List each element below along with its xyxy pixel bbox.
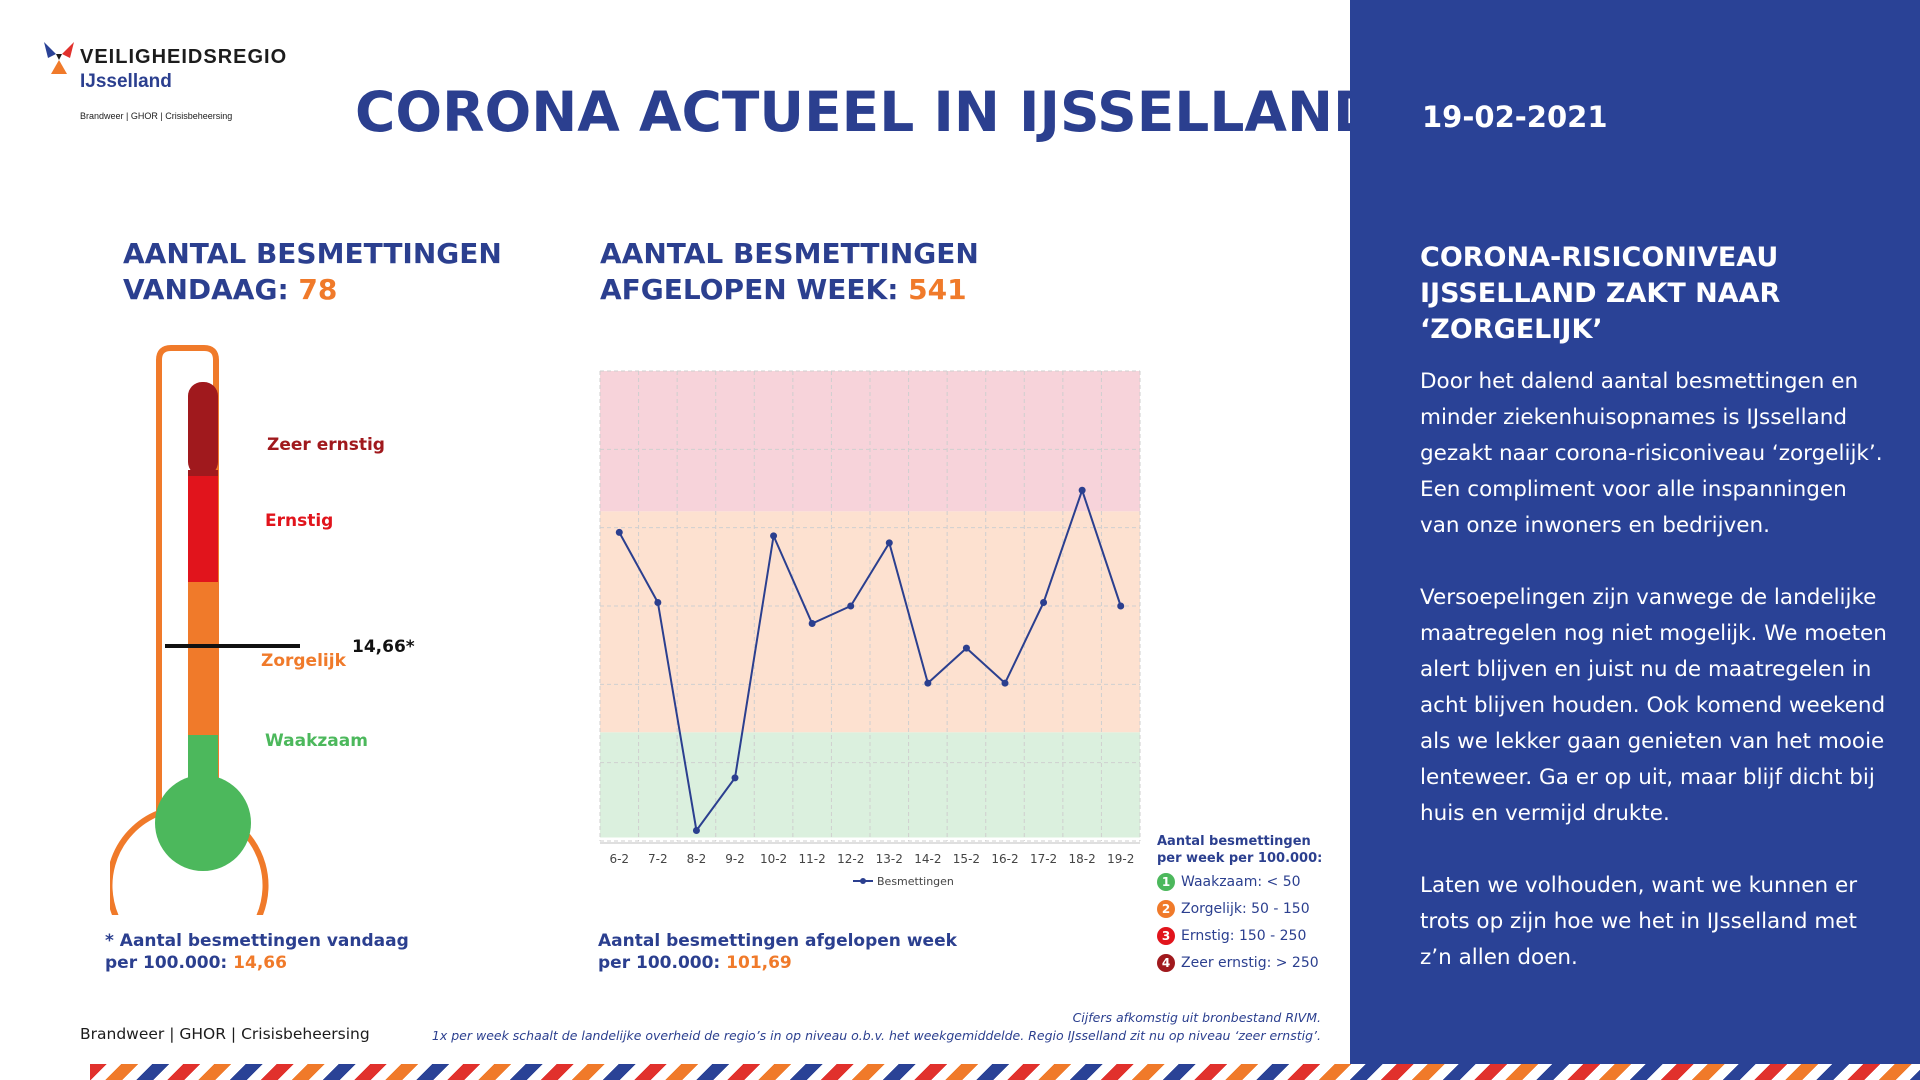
chart-legend-label: Besmettingen <box>877 875 954 888</box>
chart-point <box>924 679 932 687</box>
chart-x-tick-label: 11-2 <box>799 852 826 866</box>
footer-organisations: Brandweer | GHOR | Crisisbeheersing <box>80 1025 370 1043</box>
week-footnote-line2: per 100.000: 101,69 <box>598 952 957 974</box>
page-title: CORONA ACTUEEL IN IJSSELLAND <box>355 80 1379 144</box>
chart-point <box>1117 602 1125 610</box>
level-bar-zorgelijk <box>188 582 218 735</box>
chart-point <box>1040 598 1048 606</box>
today-heading: AANTAL BESMETTINGEN VANDAAG: 78 <box>123 236 502 308</box>
level-label-zorgelijk: Zorgelijk <box>261 651 346 671</box>
news-paragraph: Door het dalend aantal besmettingen en m… <box>1420 369 1883 538</box>
chart-x-tick-label: 7-2 <box>648 852 668 866</box>
legend-item-ernstig: 3 Ernstig: 150 - 250 <box>1157 927 1306 945</box>
chart-point <box>654 598 662 606</box>
chart-band <box>600 511 1140 733</box>
level-note: 1x per week schaalt de landelijke overhe… <box>431 1028 1321 1043</box>
level-bar-ernstig <box>188 476 218 582</box>
chart-point <box>885 539 893 547</box>
chart-point <box>615 528 623 536</box>
level-label-zeer-ernstig: Zeer ernstig <box>267 435 385 455</box>
source-note: Cijfers afkomstig uit bronbestand RIVM. <box>1072 1010 1321 1025</box>
week-heading-label: AFGELOPEN WEEK: <box>600 273 909 306</box>
legend-number-badge: 3 <box>1157 927 1175 945</box>
week-value: 541 <box>908 273 967 306</box>
logo-name: VEILIGHEIDSREGIO <box>80 46 288 68</box>
chart-point <box>1001 679 1009 687</box>
logo-region: IJsselland <box>80 71 172 92</box>
chart-point <box>962 644 970 652</box>
chart-point <box>731 774 739 782</box>
thermometer-bulb <box>155 775 251 871</box>
legend-number-badge: 1 <box>1157 873 1175 891</box>
legend-label: Ernstig: 150 - 250 <box>1181 928 1307 944</box>
legend-number-badge: 2 <box>1157 900 1175 918</box>
today-heading-label: VANDAAG: <box>123 273 299 306</box>
news-paragraph: Versoepelingen zijn vanwege de landelijk… <box>1420 585 1887 826</box>
logo-tagline: Brandweer | GHOR | Crisisbeheersing <box>80 111 233 121</box>
chart-x-tick-label: 6-2 <box>609 852 629 866</box>
today-footnote-line1: * Aantal besmettingen vandaag <box>105 931 409 951</box>
today-footnote-label: per 100.000: <box>105 953 234 973</box>
legend-label: Zorgelijk: 50 - 150 <box>1181 901 1310 917</box>
chart-x-tick-label: 16-2 <box>991 852 1018 866</box>
week-line-chart: 6-2 7-2 8-2 9-2 10-2 11-2 12-2 13-2 14-2 15-2 16-2… <box>599 370 1141 888</box>
today-marker-label: 14,66* <box>352 637 415 657</box>
legend-item-zorgelijk: 2 Zorgelijk: 50 - 150 <box>1157 900 1310 918</box>
week-footnote-line1: Aantal besmettingen afgelopen week <box>598 931 957 951</box>
week-footnote-value: 101,69 <box>726 953 792 973</box>
week-heading-line1: AANTAL BESMETTINGEN <box>600 237 979 270</box>
today-footnote: * Aantal besmettingen vandaag per 100.00… <box>105 930 409 974</box>
week-heading-line2: AFGELOPEN WEEK: 541 <box>600 272 979 308</box>
decorative-stripe-border <box>90 1064 1920 1080</box>
thermometer <box>110 345 300 915</box>
legend-item-waakzaam: 1 Waakzaam: < 50 <box>1157 873 1301 891</box>
chart-x-tick-label: 14-2 <box>914 852 941 866</box>
legend-label: Zeer ernstig: > 250 <box>1181 955 1319 971</box>
news-panel <box>1350 0 1920 1080</box>
legend-number-badge: 4 <box>1157 954 1175 972</box>
chart-x-tick-label: 12-2 <box>837 852 864 866</box>
news-date: 19-02-2021 <box>1422 100 1608 134</box>
chart-x-tick-label: 10-2 <box>760 852 787 866</box>
chart-x-tick-label: 19-2 <box>1107 852 1134 866</box>
legend-title: Aantal besmettingen per week per 100.000… <box>1157 834 1323 866</box>
chart-point <box>770 532 778 540</box>
chart-x-tick-label: 9-2 <box>725 852 745 866</box>
chart-legend-marker <box>860 878 866 884</box>
chart-x-tick-label: 15-2 <box>953 852 980 866</box>
level-bar-zeer-ernstig <box>188 382 218 476</box>
region-logo-icon <box>44 42 74 74</box>
week-footnote-label: per 100.000: <box>598 953 727 973</box>
chart-x-tick-label: 13-2 <box>876 852 903 866</box>
news-heading: CORONA-RISICONIVEAU IJSSELLAND ZAKT NAAR… <box>1420 242 1781 345</box>
level-label-waakzaam: Waakzaam <box>265 731 368 751</box>
today-footnote-line2: per 100.000: 14,66 <box>105 952 409 974</box>
legend-item-zeer-ernstig: 4 Zeer ernstig: > 250 <box>1157 954 1319 972</box>
chart-x-tick-label: 8-2 <box>687 852 707 866</box>
chart-point <box>808 620 816 628</box>
today-value: 78 <box>298 273 338 306</box>
chart-x-tick-label: 17-2 <box>1030 852 1057 866</box>
legend-label: Waakzaam: < 50 <box>1181 874 1301 890</box>
chart-point <box>847 602 855 610</box>
today-footnote-value: 14,66 <box>233 953 287 973</box>
chart-point <box>1078 486 1086 494</box>
news-paragraph: Laten we volhouden, want we kunnen er tr… <box>1420 873 1858 970</box>
week-footnote: Aantal besmettingen afgelopen week per 1… <box>598 930 957 974</box>
chart-series-line <box>618 487 1122 833</box>
level-label-ernstig: Ernstig <box>265 511 334 531</box>
week-heading: AANTAL BESMETTINGEN AFGELOPEN WEEK: 541 <box>600 236 979 308</box>
chart-x-tick-label: 18-2 <box>1069 852 1096 866</box>
today-heading-line2: VANDAAG: 78 <box>123 272 502 308</box>
chart-point <box>692 826 700 834</box>
today-heading-line1: AANTAL BESMETTINGEN <box>123 237 502 270</box>
